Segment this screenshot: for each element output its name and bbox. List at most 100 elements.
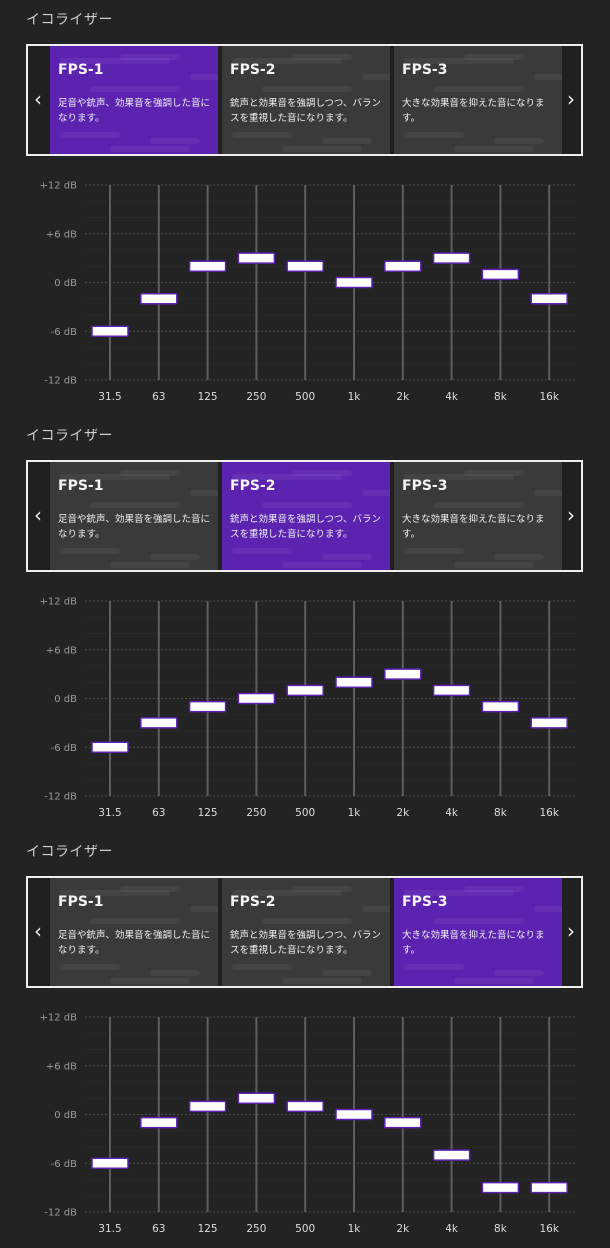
eq-band-handle[interactable] [91, 741, 129, 753]
eq-band-handle[interactable] [432, 1149, 471, 1161]
eq-chart: +12 dB +6 dB 0 dB -6 dB -12 dB 31.5 63 125 250 50… [40, 597, 575, 819]
eq-band-handle[interactable] [188, 700, 227, 713]
card-texture [404, 132, 464, 138]
eq-band-handle[interactable] [286, 684, 324, 697]
chevron-right-icon[interactable]: › [567, 919, 575, 943]
card-texture [232, 890, 342, 896]
x-tick-label: 500 [295, 391, 315, 403]
card-texture [60, 890, 170, 896]
eq-band-handle[interactable] [530, 717, 568, 729]
eq-band-handle[interactable] [188, 260, 227, 272]
chevron-right-icon[interactable]: › [567, 503, 575, 527]
y-tick-label: +12 dB [40, 597, 78, 608]
eq-band-handle[interactable] [188, 1100, 227, 1113]
eq-band-handle[interactable] [335, 1108, 373, 1121]
x-tick-label: 16k [539, 1223, 559, 1235]
x-tick-label: 1k [348, 807, 362, 819]
preset-name: FPS-2 [230, 62, 276, 78]
card-texture [120, 54, 180, 60]
eq-band-handle[interactable] [335, 276, 373, 289]
eq-band-handle[interactable] [384, 668, 422, 680]
y-tick-label: +6 dB [46, 1061, 77, 1072]
card-texture [434, 86, 524, 92]
x-tick-label: 1k [348, 391, 362, 403]
card-texture [534, 74, 562, 80]
preset-card-fps-2[interactable]: FPS-2 銃声と効果音を強調しつつ、バランスを重視した音になります。 [222, 462, 390, 570]
eq-band-handle[interactable] [481, 268, 520, 281]
card-texture [454, 978, 534, 984]
x-tick-label: 4k [445, 391, 459, 403]
card-texture [322, 970, 372, 976]
preset-card-fps-3[interactable]: FPS-3 大きな効果音を抑えた音になります。 [394, 46, 562, 154]
eq-band-handle[interactable] [384, 1116, 422, 1129]
x-tick-label: 250 [246, 1223, 266, 1235]
card-texture [292, 886, 352, 892]
eq-band-handle[interactable] [91, 1157, 129, 1169]
card-texture [120, 886, 180, 892]
card-texture [262, 918, 352, 924]
x-tick-label: 250 [246, 391, 266, 403]
card-texture [232, 474, 342, 480]
eq-band-handle[interactable] [530, 1181, 568, 1194]
eq-band-handle[interactable] [237, 252, 276, 264]
x-tick-label: 2k [396, 807, 410, 819]
eq-band-handle[interactable] [140, 1116, 178, 1129]
preset-name: FPS-1 [58, 894, 104, 910]
eq-band-handle[interactable] [384, 260, 422, 272]
eq-band-handle[interactable] [481, 700, 520, 713]
card-texture [362, 490, 390, 496]
y-tick-label: -12 dB [44, 792, 77, 803]
x-tick-label: 500 [295, 1223, 315, 1235]
preset-card-fps-3[interactable]: FPS-3 大きな効果音を抑えた音になります。 [394, 878, 562, 986]
x-tick-label: 250 [246, 807, 266, 819]
equalizer-section: イコライザー ‹ › FPS-1 足音や銃声、効果音を強調した音になります。 FPS-2 銃… [0, 0, 610, 416]
y-tick-label: -12 dB [44, 376, 77, 387]
card-texture [90, 86, 180, 92]
card-texture [60, 964, 120, 970]
preset-card-fps-2[interactable]: FPS-2 銃声と効果音を強調しつつ、バランスを重視した音になります。 [222, 878, 390, 986]
eq-band-handle[interactable] [432, 252, 471, 264]
x-tick-label: 63 [152, 1223, 165, 1235]
chevron-right-icon[interactable]: › [567, 87, 575, 111]
preset-description: 銃声と効果音を強調しつつ、バランスを重視した音になります。 [230, 930, 382, 956]
eq-band-handle[interactable] [530, 293, 568, 305]
preset-card-fps-1[interactable]: FPS-1 足音や銃声、効果音を強調した音になります。 [50, 46, 218, 154]
preset-description: 銃声と効果音を強調しつつ、バランスを重視した音になります。 [230, 514, 382, 540]
chevron-left-icon[interactable]: ‹ [34, 919, 42, 943]
preset-name: FPS-3 [402, 62, 448, 78]
eq-band-handle[interactable] [237, 692, 276, 705]
preset-card-fps-2[interactable]: FPS-2 銃声と効果音を強調しつつ、バランスを重視した音になります。 [222, 46, 390, 154]
y-tick-label: -6 dB [51, 327, 77, 338]
chevron-left-icon[interactable]: ‹ [34, 87, 42, 111]
eq-band-handle[interactable] [140, 293, 178, 305]
card-texture [404, 58, 514, 64]
preset-carousel: ‹ › FPS-1 足音や銃声、効果音を強調した音になります。 FPS-2 銃声と効果音を… [26, 460, 583, 572]
eq-band-handle[interactable] [237, 1092, 276, 1104]
card-texture [150, 554, 200, 560]
chevron-left-icon[interactable]: ‹ [34, 503, 42, 527]
card-texture [464, 54, 524, 60]
card-texture [190, 906, 218, 912]
eq-band-handle[interactable] [140, 717, 178, 729]
card-texture [404, 964, 464, 970]
card-texture [90, 918, 180, 924]
x-tick-label: 16k [539, 391, 559, 403]
card-texture [494, 970, 544, 976]
card-texture [464, 886, 524, 892]
preset-card-fps-3[interactable]: FPS-3 大きな効果音を抑えた音になります。 [394, 462, 562, 570]
eq-band-handle[interactable] [286, 1100, 324, 1113]
preset-name: FPS-2 [230, 478, 276, 494]
preset-carousel: ‹ › FPS-1 足音や銃声、効果音を強調した音になります。 FPS-2 銃声と効果音を… [26, 44, 583, 156]
eq-band-handle[interactable] [481, 1181, 520, 1194]
eq-band-handle[interactable] [91, 325, 129, 337]
eq-band-handle[interactable] [432, 684, 471, 697]
eq-band-handle[interactable] [286, 260, 324, 272]
eq-band-handle[interactable] [335, 676, 373, 688]
preset-card-fps-1[interactable]: FPS-1 足音や銃声、効果音を強調した音になります。 [50, 878, 218, 986]
x-tick-label: 125 [198, 807, 218, 819]
x-tick-label: 2k [396, 1223, 410, 1235]
equalizer-title: イコライザー [26, 844, 113, 860]
card-texture [90, 502, 180, 508]
preset-card-fps-1[interactable]: FPS-1 足音や銃声、効果音を強調した音になります。 [50, 462, 218, 570]
eq-chart: +12 dB +6 dB 0 dB -6 dB -12 dB 31.5 63 125 250 50… [40, 1013, 575, 1235]
